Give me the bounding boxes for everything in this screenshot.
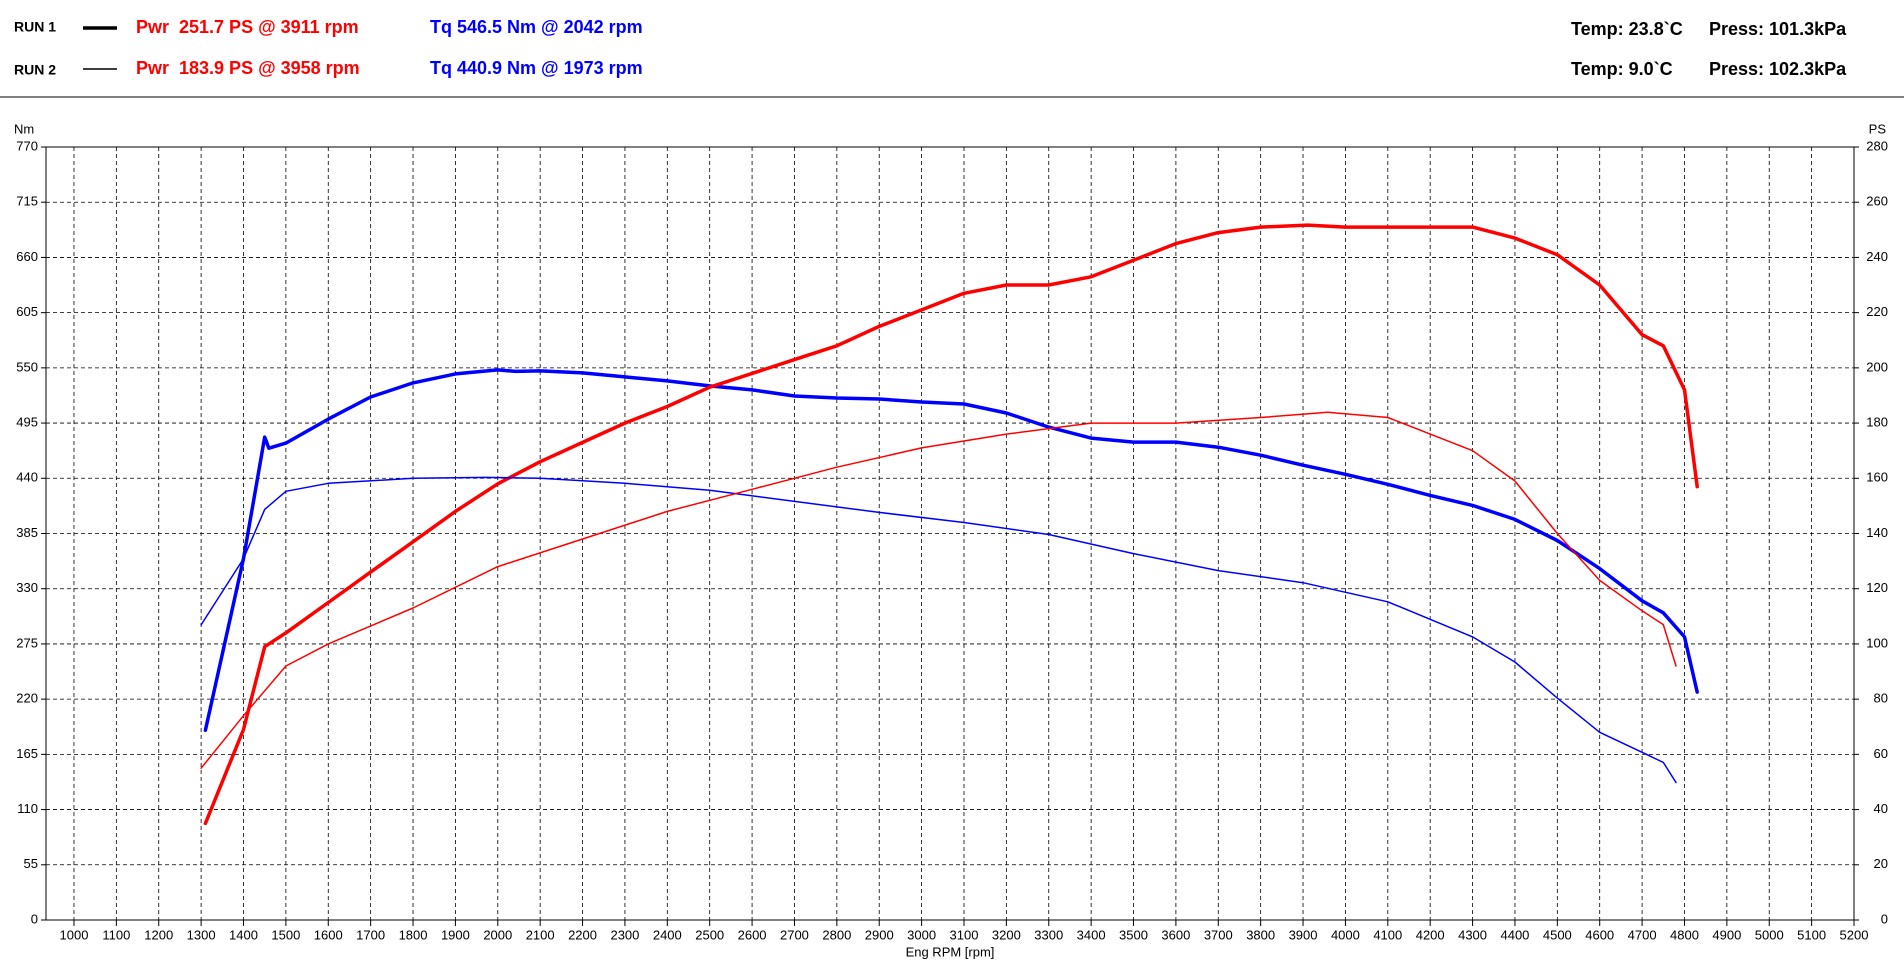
- y-tick-label: 770: [16, 138, 38, 153]
- y-tick-label: 660: [16, 249, 38, 264]
- x-tick-label: 2200: [568, 927, 597, 942]
- x-tick-label: 3400: [1077, 927, 1106, 942]
- x-tick-label: 1300: [187, 927, 216, 942]
- y-tick-label: 440: [16, 470, 38, 485]
- x-tick-label: 2700: [780, 927, 809, 942]
- x-tick-label: 2400: [653, 927, 682, 942]
- y2-tick-label: 180: [1866, 415, 1888, 430]
- x-tick-label: 4000: [1331, 927, 1360, 942]
- y2-tick-label: 160: [1866, 470, 1888, 485]
- y-tick-label: 110: [17, 801, 38, 816]
- x-tick-label: 5000: [1755, 927, 1784, 942]
- y2-tick-label: 240: [1866, 249, 1888, 264]
- x-tick-label: 1900: [441, 927, 470, 942]
- y-tick-label: 715: [16, 194, 38, 209]
- y2-axis-label: PS: [1869, 121, 1887, 136]
- power-peak: Pwr 183.9 PS @ 3958 rpm: [136, 58, 360, 78]
- x-tick-label: 1200: [144, 927, 173, 942]
- x-tick-label: 2500: [695, 927, 724, 942]
- x-tick-label: 4200: [1416, 927, 1445, 942]
- x-tick-label: 2900: [865, 927, 894, 942]
- x-tick-label: 1100: [102, 927, 130, 942]
- x-tick-label: 3700: [1204, 927, 1233, 942]
- y2-tick-label: 20: [1874, 856, 1888, 871]
- x-tick-label: 1000: [60, 927, 89, 942]
- x-tick-label: 1400: [229, 927, 258, 942]
- x-tick-label: 3300: [1034, 927, 1063, 942]
- data-line: [200, 411, 1677, 769]
- x-tick-label: 3200: [992, 927, 1021, 942]
- torque-peak: Tq 546.5 Nm @ 2042 rpm: [430, 17, 643, 37]
- y-tick-label: 495: [16, 415, 38, 430]
- x-tick-label: 4700: [1628, 927, 1657, 942]
- y2-tick-label: 100: [1866, 635, 1888, 650]
- y2-tick-label: 0: [1881, 911, 1888, 926]
- y-tick-label: 385: [16, 525, 38, 540]
- y2-tick-label: 60: [1874, 746, 1888, 761]
- data-line: [200, 476, 1677, 784]
- temperature: Temp: 9.0`C: [1571, 59, 1673, 79]
- torque-peak: Tq 440.9 Nm @ 1973 rpm: [430, 58, 643, 78]
- x-tick-label: 2600: [738, 927, 767, 942]
- y2-tick-label: 140: [1866, 525, 1888, 540]
- run-label: RUN 2: [14, 62, 56, 78]
- y2-tick-label: 280: [1866, 138, 1888, 153]
- x-tick-label: 2800: [822, 927, 851, 942]
- x-tick-label: 4600: [1585, 927, 1614, 942]
- y2-tick-label: 40: [1874, 801, 1888, 816]
- y-tick-label: 275: [16, 635, 38, 650]
- x-tick-label: 1500: [271, 927, 300, 942]
- y-tick-label: 165: [16, 746, 38, 761]
- y2-tick-label: 120: [1866, 580, 1888, 595]
- power-peak: Pwr 251.7 PS @ 3911 rpm: [136, 17, 359, 37]
- x-tick-label: 3500: [1119, 927, 1148, 942]
- x-tick-label: 4300: [1458, 927, 1487, 942]
- x-tick-label: 4500: [1543, 927, 1572, 942]
- data-line: [203, 223, 1699, 826]
- y-tick-label: 0: [31, 911, 38, 926]
- y-tick-label: 220: [16, 691, 38, 706]
- y-tick-label: 55: [24, 856, 38, 871]
- y-tick-label: 550: [16, 359, 38, 374]
- temperature: Temp: 23.8`C: [1571, 19, 1683, 39]
- x-tick-label: 4400: [1500, 927, 1529, 942]
- x-axis-label: Eng RPM [rpm]: [906, 944, 995, 959]
- x-tick-label: 3100: [950, 927, 979, 942]
- y2-tick-label: 200: [1866, 359, 1888, 374]
- x-tick-label: 3000: [907, 927, 936, 942]
- x-tick-label: 1800: [399, 927, 428, 942]
- x-tick-label: 1600: [314, 927, 343, 942]
- y-axis-label: Nm: [14, 121, 34, 136]
- x-tick-label: 4100: [1373, 927, 1402, 942]
- x-tick-label: 3900: [1289, 927, 1318, 942]
- pressure: Press: 102.3kPa: [1709, 59, 1847, 79]
- x-tick-label: 2100: [526, 927, 555, 942]
- x-tick-label: 3800: [1246, 927, 1275, 942]
- x-tick-label: 2300: [610, 927, 639, 942]
- x-tick-label: 1700: [356, 927, 385, 942]
- pressure: Press: 101.3kPa: [1709, 19, 1847, 39]
- x-tick-label: 3600: [1161, 927, 1190, 942]
- y2-tick-label: 260: [1866, 194, 1888, 209]
- y2-tick-label: 80: [1874, 691, 1888, 706]
- plot-frame: [45, 146, 1855, 921]
- run-label: RUN 1: [14, 19, 56, 35]
- x-tick-label: 5200: [1840, 927, 1869, 942]
- y-tick-label: 605: [16, 304, 38, 319]
- x-tick-label: 4800: [1670, 927, 1699, 942]
- y2-tick-label: 220: [1866, 304, 1888, 319]
- data-line: [203, 368, 1699, 733]
- x-tick-label: 4900: [1712, 927, 1741, 942]
- x-tick-label: 2000: [483, 927, 512, 942]
- y-tick-label: 330: [16, 580, 38, 595]
- x-tick-label: 5100: [1797, 927, 1826, 942]
